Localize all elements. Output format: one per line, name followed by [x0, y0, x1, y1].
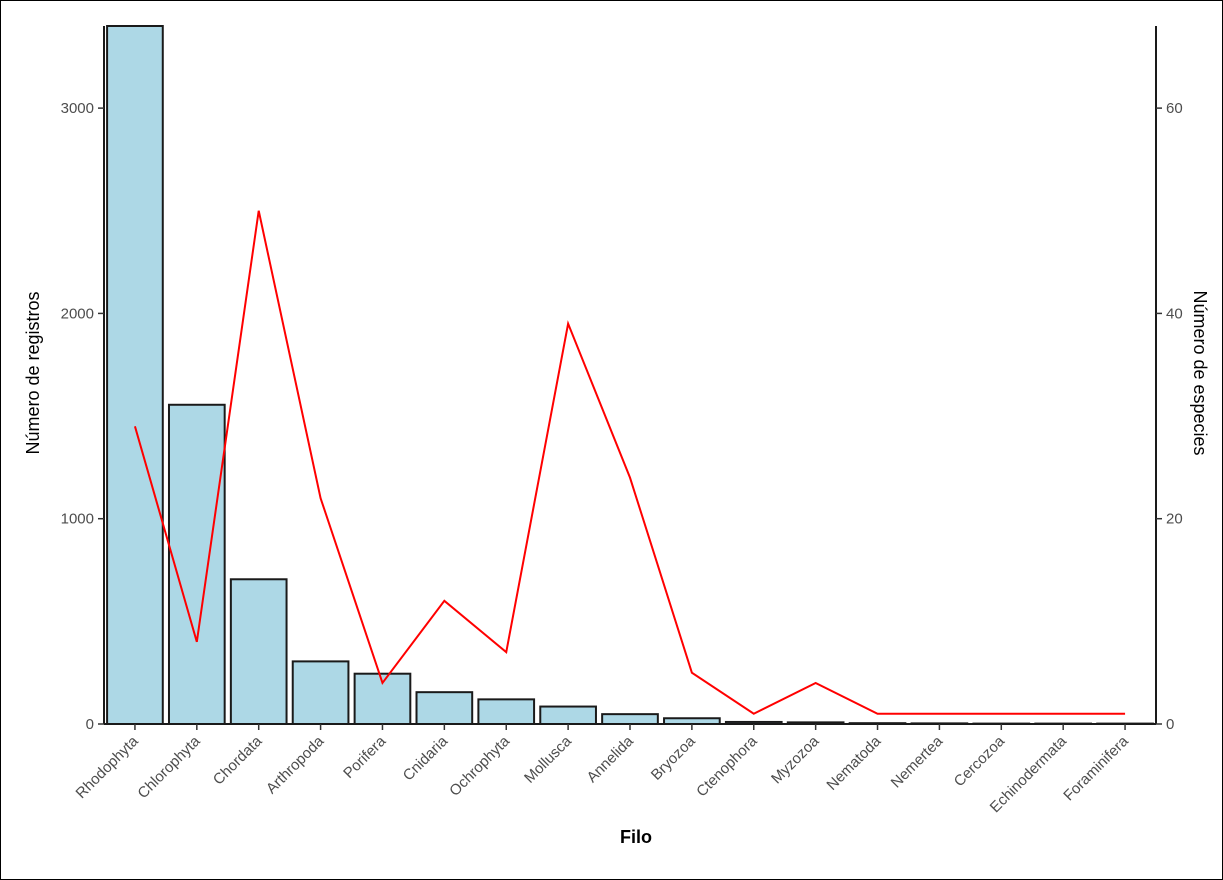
y2-axis-title: Número de especies [1190, 290, 1210, 455]
y-axis-title: Número de registros [23, 291, 43, 454]
y2-tick-label: 0 [1166, 716, 1174, 733]
x-tick-label: Rhodophyta [73, 732, 143, 802]
x-tick-label: Chordata [210, 732, 266, 788]
x-tick-label: Ctenophora [693, 732, 761, 800]
x-tick-label: Cercozoa [951, 732, 1009, 790]
axes [98, 26, 1162, 730]
y-tick-label: 3000 [61, 100, 94, 117]
x-tick-label: Ochrophyta [446, 732, 513, 799]
y-tick-label: 2000 [61, 305, 94, 322]
y2-tick-label: 60 [1166, 100, 1183, 117]
line-series [133, 210, 1126, 715]
x-tick-label: Nemertea [888, 732, 947, 791]
x-tick-label: Annelida [584, 732, 638, 786]
x-tick-label: Foraminifera [1060, 732, 1132, 804]
x-tick-label: Nematoda [823, 732, 884, 793]
x-tick-label: Mollusca [521, 732, 575, 786]
x-axis-title: Filo [620, 827, 652, 847]
x-tick-label: Chlorophyta [134, 732, 204, 802]
bar-ochrophyta [477, 698, 536, 725]
bar-series [106, 25, 1154, 726]
y2-tick-label: 40 [1166, 305, 1183, 322]
x-tick-label: Porifera [340, 732, 390, 782]
y2-tick-label: 20 [1166, 511, 1183, 528]
y-tick-label: 0 [86, 716, 94, 733]
bar-rhodophyta [106, 25, 164, 725]
x-tick-label: Cnidaria [400, 732, 452, 784]
bar-chlorophyta [167, 403, 226, 725]
bar-annelida [601, 713, 659, 726]
bar-mollusca [539, 705, 597, 725]
y-tick-label: 1000 [61, 511, 94, 528]
bar-chordata [229, 578, 288, 726]
x-tick-label: Arthropoda [263, 732, 328, 797]
bar-arthropoda [291, 660, 350, 726]
x-tick-label: Myzozoa [768, 732, 823, 787]
x-tick-label: Bryozoa [648, 732, 699, 783]
bar-cnidaria [415, 691, 474, 725]
